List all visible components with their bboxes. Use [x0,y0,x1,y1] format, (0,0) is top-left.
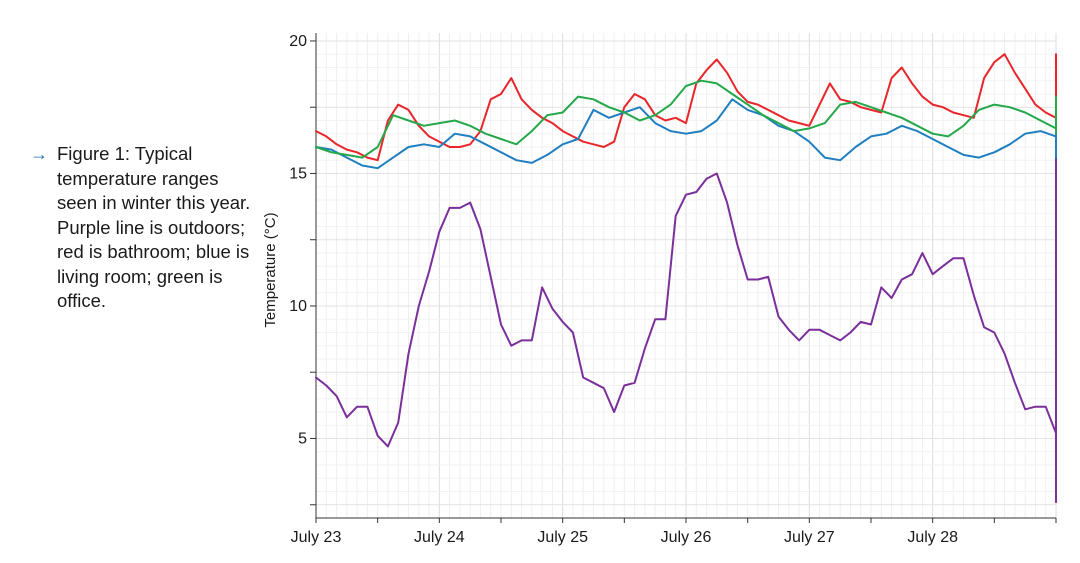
x-tick-label: July 26 [661,529,712,546]
series-line-blue [315,98,1057,170]
y-axis-title: Temperature (°C) [262,212,279,327]
y-tick-label: 15 [289,165,307,182]
caption-text: Figure 1: Typical temperature ranges see… [57,143,251,311]
series-line-red [315,53,1057,162]
series-line-green [315,79,1057,159]
series-line-purple [315,151,1057,504]
y-tick-label: 5 [298,430,307,447]
x-tick-label: July 24 [414,529,465,546]
series-lines [315,53,1057,504]
axes: 5 10 15 20 July 23 July 24 July 25 July 26 July … [289,33,1057,546]
arrow-right-icon: → [30,144,48,164]
x-tick-label: July 28 [907,529,958,546]
grid-lines [315,33,1057,519]
x-tick-label: July 25 [537,529,588,546]
y-tick-label: 20 [289,33,307,50]
x-tick-label: July 23 [291,529,342,546]
y-tick-label: 10 [289,298,307,315]
x-tick-label: July 27 [784,529,835,546]
